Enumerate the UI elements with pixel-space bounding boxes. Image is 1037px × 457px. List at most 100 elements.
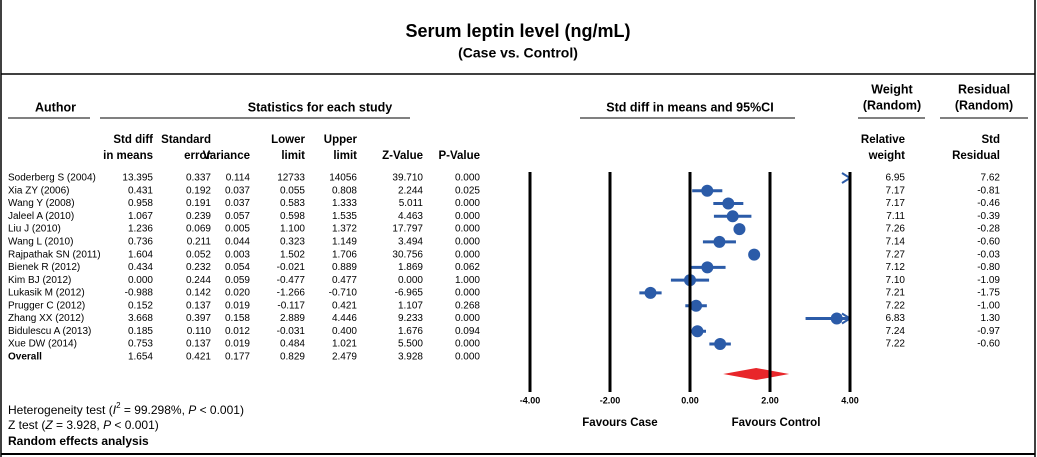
cell: 0.110 [187,326,212,337]
cell: 7.10 [886,275,906,286]
cell: 0.000 [455,339,480,350]
cell: 1.706 [332,249,357,260]
cell: 0.477 [332,275,357,286]
cell: 30.756 [392,249,423,260]
point-estimate [714,338,727,351]
cell: 0.094 [455,326,480,337]
point-estimate [722,197,735,210]
plot-header: Std diff in means and 95%CI [606,100,773,114]
x-tick-label: 0.00 [681,395,699,405]
cell: -1.266 [277,288,306,299]
chart-title: Serum leptin level (ng/mL) [405,21,630,41]
cell: 1.30 [981,313,1001,324]
cell: 1.535 [332,211,357,222]
column-header: Upper [324,134,358,146]
cell: 3.494 [398,236,423,247]
text: < 0.001) [111,418,159,432]
column-header: Variance [203,150,250,162]
cell: 7.21 [886,288,906,299]
text: < 0.001) [196,403,244,417]
cell: 0.829 [280,351,305,362]
text: P [103,418,111,432]
cell: -0.988 [125,288,154,299]
chart-subtitle: (Case vs. Control) [458,45,578,61]
cell: 1.236 [128,224,153,235]
cell: 6.95 [886,173,906,184]
author-header: Author [35,100,76,114]
cell: 3.668 [128,313,153,324]
cell: 0.583 [280,198,305,209]
study-label: Liu J (2010) [8,224,61,235]
cell: 0.059 [225,275,250,286]
cell: 9.233 [398,313,423,324]
cell: 7.27 [886,249,906,260]
cell: 0.736 [128,236,153,247]
cell: 0.434 [128,262,153,273]
cell: 0.211 [187,236,212,247]
study-label: Wang L (2010) [8,236,73,247]
cell: 7.24 [886,326,906,337]
cell: 0.239 [186,211,211,222]
cell: 7.62 [981,173,1001,184]
cell: 4.463 [398,211,423,222]
study-label: Xue DW (2014) [8,339,77,350]
favours-right: Favours Control [732,417,821,429]
cell: 0.958 [128,198,153,209]
heterogeneity: Heterogeneity test (I2 = 99.298%, P < 0.… [8,401,244,417]
column-header: Std diff [113,134,153,146]
cell: 0.019 [225,300,250,311]
cell: -0.021 [277,262,306,273]
column-header: limit [281,150,305,162]
overall-diamond [723,368,790,380]
cell: 0.000 [455,173,480,184]
cell: 0.244 [186,275,211,286]
text: I [113,403,117,417]
study-label: Kim BJ (2012) [8,275,71,286]
residual-header: (Random) [955,98,1013,112]
cell: 4.446 [332,313,357,324]
column-header: error [184,150,211,162]
cell: 1.654 [128,351,153,362]
text: = 99.298%, [121,403,189,417]
column-header: weight [868,150,906,162]
cell: 1.604 [128,249,153,260]
point-estimate [713,235,726,248]
column-header: Residual [952,150,1000,162]
cell: 5.011 [399,198,424,209]
column-header: Standard [161,134,211,146]
cell: -0.46 [977,198,1000,209]
cell: 0.000 [128,275,153,286]
cell: 1.107 [398,300,423,311]
clip-arrow [841,172,850,184]
study-label: Soderberg S (2004) [8,173,96,184]
cell: 2.244 [398,185,423,196]
cell: 7.12 [886,262,906,273]
cell: 0.598 [280,211,305,222]
cell: 0.019 [225,339,250,350]
cell: 0.003 [225,249,250,260]
cell: -0.03 [977,249,1000,260]
cell: 0.025 [455,185,480,196]
cell: -0.60 [977,339,1000,350]
cell: 0.062 [455,262,480,273]
cell: 0.000 [455,224,480,235]
cell: 7.22 [886,300,906,311]
cell: 0.037 [225,198,250,209]
cell: -0.477 [277,275,306,286]
cell: 0.000 [398,275,423,286]
cell: 0.069 [186,224,211,235]
cell: 0.397 [186,313,211,324]
cell: -0.710 [329,288,358,299]
cell: 0.005 [225,224,250,235]
weight-header: (Random) [863,98,921,112]
cell: 1.372 [332,224,357,235]
cell: 5.500 [398,339,423,350]
point-estimate [733,223,746,236]
cell: 0.000 [455,236,480,247]
cell: 1.021 [332,339,357,350]
column-header: in means [103,150,153,162]
favours-left: Favours Case [582,417,657,429]
point-estimate [644,286,657,299]
point-estimate [691,325,704,338]
cell: -0.60 [977,236,1000,247]
